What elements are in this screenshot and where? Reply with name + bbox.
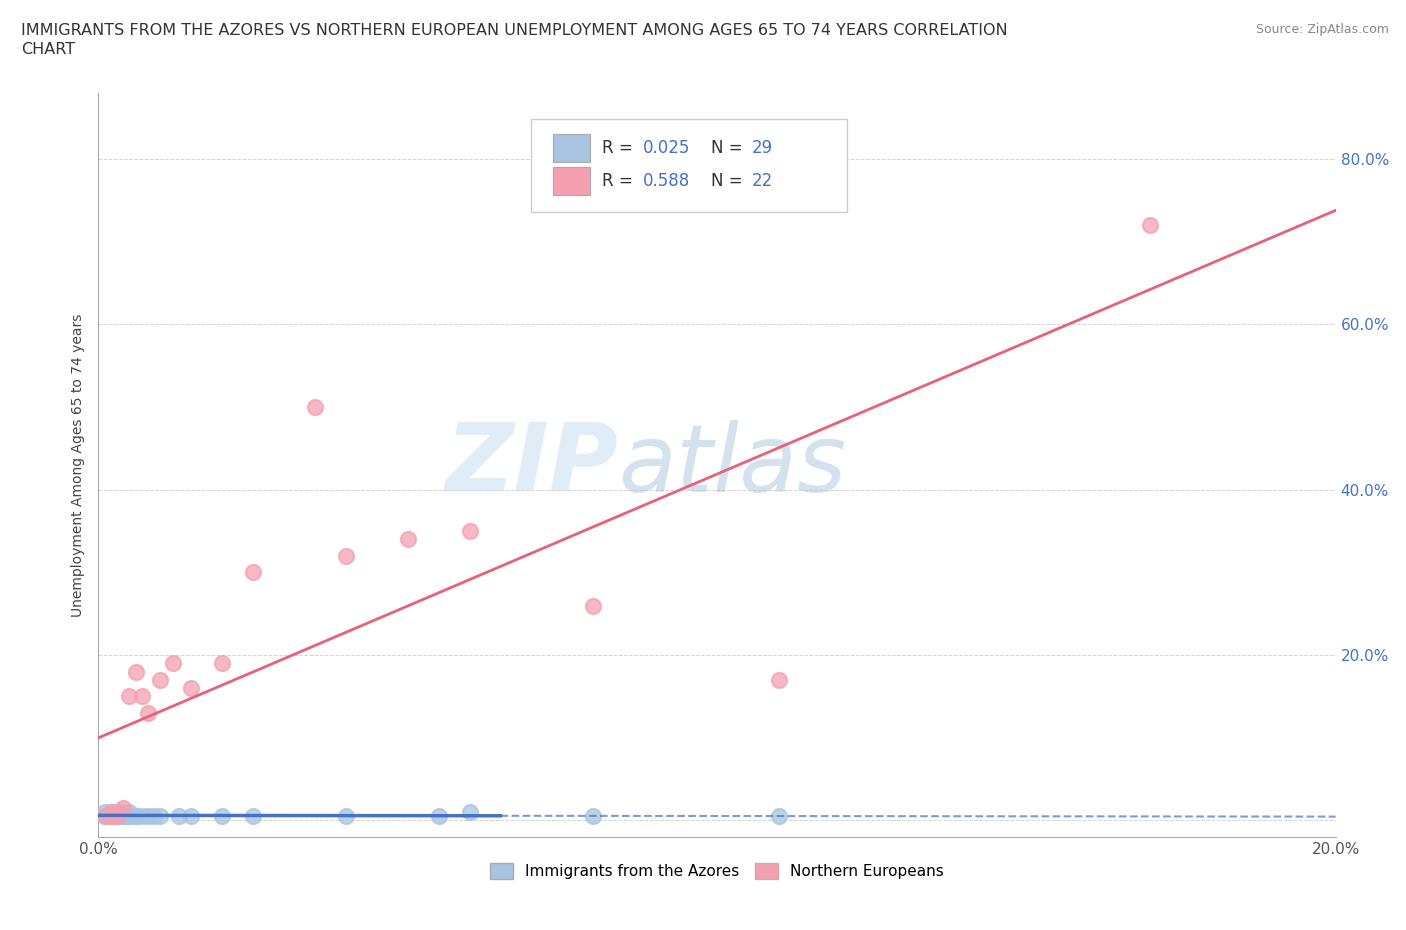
FancyBboxPatch shape: [553, 166, 589, 195]
Point: [118, 809, 141, 824]
Point: [105, 804, 128, 819]
Text: atlas: atlas: [619, 419, 846, 511]
Point: [112, 809, 135, 824]
Point: [100, 804, 122, 819]
Text: 0.588: 0.588: [643, 172, 690, 190]
Point: [124, 809, 146, 824]
Point: [131, 689, 153, 704]
Point: [304, 400, 326, 415]
Point: [93, 809, 115, 824]
FancyBboxPatch shape: [553, 134, 589, 162]
Point: [162, 656, 184, 671]
Legend: Immigrants from the Azores, Northern Europeans: Immigrants from the Azores, Northern Eur…: [484, 857, 950, 885]
Text: 22: 22: [752, 172, 773, 190]
Point: [335, 549, 357, 564]
Point: [118, 689, 141, 704]
FancyBboxPatch shape: [531, 119, 846, 212]
Point: [93, 804, 115, 819]
Point: [118, 804, 141, 819]
Point: [242, 809, 264, 824]
Point: [136, 706, 159, 721]
Point: [124, 664, 146, 679]
Point: [136, 809, 159, 824]
Point: [180, 681, 202, 696]
Text: Source: ZipAtlas.com: Source: ZipAtlas.com: [1256, 23, 1389, 36]
Point: [105, 809, 128, 824]
Point: [105, 809, 128, 824]
Point: [100, 809, 122, 824]
Point: [458, 524, 481, 538]
Point: [149, 809, 172, 824]
Point: [768, 809, 790, 824]
Point: [93, 809, 115, 824]
Point: [458, 804, 481, 819]
Text: ZIP: ZIP: [446, 419, 619, 511]
Point: [100, 809, 122, 824]
Text: R =: R =: [602, 172, 638, 190]
Point: [335, 809, 357, 824]
Point: [180, 809, 202, 824]
Y-axis label: Unemployment Among Ages 65 to 74 years: Unemployment Among Ages 65 to 74 years: [70, 313, 84, 617]
Text: IMMIGRANTS FROM THE AZORES VS NORTHERN EUROPEAN UNEMPLOYMENT AMONG AGES 65 TO 74: IMMIGRANTS FROM THE AZORES VS NORTHERN E…: [21, 23, 1008, 38]
Point: [582, 809, 605, 824]
Point: [211, 656, 233, 671]
Point: [149, 672, 172, 687]
Point: [118, 809, 141, 824]
Point: [396, 532, 419, 547]
Text: R =: R =: [602, 140, 638, 157]
Point: [211, 809, 233, 824]
Point: [112, 804, 135, 819]
Text: N =: N =: [711, 140, 748, 157]
Point: [100, 809, 122, 824]
Point: [131, 809, 153, 824]
Point: [167, 809, 190, 824]
Point: [242, 565, 264, 580]
Point: [427, 809, 450, 824]
Text: 29: 29: [752, 140, 773, 157]
Point: [143, 809, 166, 824]
Point: [105, 804, 128, 819]
Point: [112, 809, 135, 824]
Point: [100, 804, 122, 819]
Point: [112, 801, 135, 816]
Point: [768, 672, 790, 687]
Text: CHART: CHART: [21, 42, 75, 57]
Point: [124, 809, 146, 824]
Point: [1139, 218, 1161, 232]
Point: [105, 809, 128, 824]
Text: 0.025: 0.025: [643, 140, 690, 157]
Point: [582, 598, 605, 613]
Text: N =: N =: [711, 172, 748, 190]
